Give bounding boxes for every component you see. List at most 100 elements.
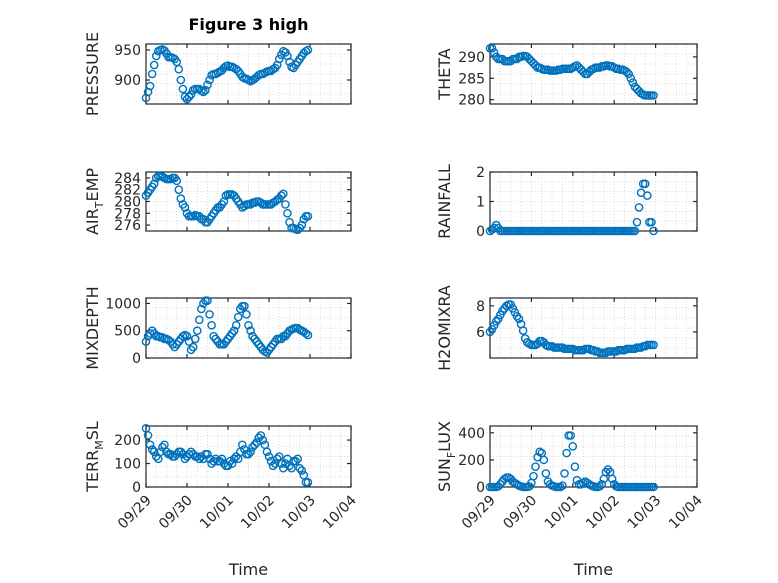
data-point [556, 482, 565, 492]
y-tick-label: 284 [114, 171, 141, 187]
data-point [303, 45, 313, 55]
data-point [500, 474, 509, 484]
data-point [560, 469, 569, 478]
data-point [199, 87, 208, 97]
y-axis-label: H2OMIXRA [435, 285, 454, 371]
data-point [240, 301, 249, 311]
data-point [624, 69, 633, 79]
data-point [229, 454, 239, 464]
subplot-sun-flux: 0 200 400 09/29 09/30 10/01 10/02 10/03 10/04 SUN… [435, 421, 706, 579]
y-tick-label: 1 [476, 195, 485, 211]
data-point [558, 481, 567, 490]
data-point [246, 326, 255, 336]
data-point [541, 469, 551, 478]
axes-box [489, 171, 698, 232]
x-tick-label: 10/04 [666, 492, 706, 532]
data-point [186, 90, 196, 99]
data-point [176, 75, 186, 85]
data-point [649, 482, 658, 492]
x-axis-label: Time [573, 560, 613, 579]
x-axis-label: Time [228, 560, 268, 579]
y-tick-label: 100 [114, 457, 141, 473]
data-point [498, 306, 507, 316]
x-tick-label: 09/29 [115, 493, 155, 533]
data-point [628, 78, 638, 87]
data-point [184, 92, 194, 102]
data-point [178, 84, 188, 94]
y-tick-label: 900 [114, 73, 141, 89]
data-point [578, 478, 588, 488]
data-point [643, 191, 652, 200]
y-tick-label: 0 [132, 480, 141, 496]
data-point [147, 445, 157, 454]
data-point [203, 296, 212, 306]
data-point [535, 447, 544, 457]
y-tick-label: 500 [114, 324, 141, 340]
data-point [188, 342, 198, 352]
data-point [156, 447, 165, 457]
data-point [640, 179, 650, 189]
x-tick-label: 10/02 [238, 493, 278, 533]
data-point [227, 459, 237, 468]
x-tick-label: 10/01 [197, 493, 237, 533]
data-point [205, 75, 214, 85]
data-point [250, 440, 259, 450]
data-point [203, 80, 212, 90]
data-point [531, 462, 540, 471]
y-tick-label: 276 [114, 218, 141, 234]
y-tick-label: 0 [476, 224, 485, 240]
data-point [274, 54, 284, 64]
y-tick-label: 285 [458, 71, 485, 87]
y-axis-label: MIXDEPTH [83, 286, 102, 369]
x-tick-label: 10/02 [583, 493, 623, 533]
data-point [562, 448, 571, 458]
data-point [217, 454, 227, 464]
y-axis-label: RAINFALL [435, 164, 454, 239]
data-point [197, 304, 206, 314]
data-point [276, 459, 286, 468]
data-point [295, 463, 305, 473]
y-tick-label: 290 [458, 50, 485, 66]
data-point [514, 314, 524, 324]
y-tick-label: 0 [132, 351, 141, 367]
data-point [279, 189, 288, 199]
y-axis-label: TERRMSL [83, 421, 106, 493]
data-point [242, 310, 251, 319]
data-point [626, 73, 636, 83]
data-point [649, 91, 658, 100]
data-point [192, 326, 202, 336]
data-point [182, 331, 192, 341]
data-point [303, 330, 313, 340]
data-point [203, 449, 212, 459]
data-point [264, 452, 274, 461]
data-point [145, 440, 155, 450]
data-point [303, 211, 313, 221]
y-tick-label: 280 [458, 93, 485, 109]
data-point [529, 471, 538, 481]
data-point [491, 317, 501, 326]
data-point [489, 48, 499, 57]
x-tick-label: 10/03 [625, 493, 665, 533]
data-point [291, 456, 300, 466]
x-tick-label: 09/29 [459, 493, 499, 533]
data-point [262, 447, 272, 457]
data-point [607, 474, 617, 484]
data-point [531, 61, 540, 70]
x-tick-label: 09/30 [156, 493, 196, 533]
data-point [649, 340, 658, 350]
data-point [258, 435, 268, 445]
data-point [276, 191, 286, 200]
data-point [570, 462, 580, 471]
data-point [244, 320, 253, 330]
data-point [233, 312, 243, 322]
data-point [281, 200, 290, 209]
data-point [194, 454, 204, 464]
data-point [229, 326, 239, 336]
data-point [597, 479, 607, 489]
y-axis-label: PRESSURE [83, 32, 102, 116]
data-point [539, 455, 549, 465]
data-point [201, 85, 210, 95]
y-tick-label: 2 [476, 165, 485, 181]
